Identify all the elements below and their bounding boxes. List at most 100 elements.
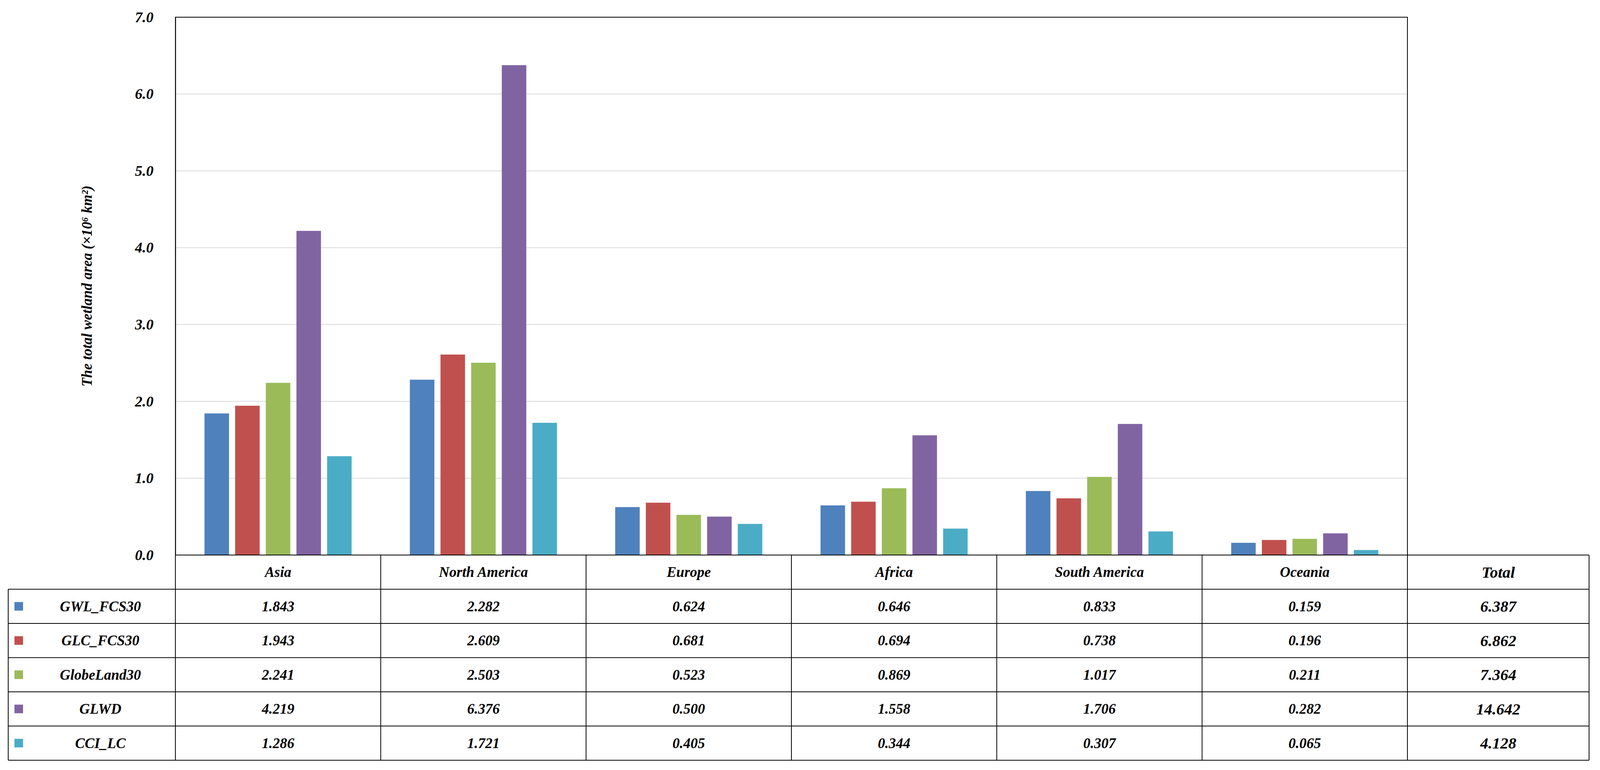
table-value: 1.843: [261, 598, 295, 615]
table-border: [8, 622, 1590, 624]
category-label: Europe: [666, 563, 711, 580]
bar: [912, 435, 938, 555]
grid-line: [175, 400, 1408, 402]
legend-swatch: [14, 669, 24, 679]
table-border: [585, 554, 587, 760]
y-tick: 5.0: [135, 162, 176, 179]
bar: [501, 65, 527, 555]
table-border: [1201, 554, 1203, 760]
grid-line: [175, 477, 1408, 479]
bar: [1025, 490, 1051, 555]
bar: [707, 516, 732, 555]
legend-label: CCI_LC: [75, 734, 127, 751]
bar: [942, 528, 968, 555]
bar: [820, 505, 846, 555]
bar: [235, 405, 260, 555]
bar: [1231, 542, 1256, 555]
legend-swatch: [14, 704, 24, 713]
y-tick-label: 4.0: [134, 239, 154, 256]
grid-line: [175, 170, 1408, 172]
table-value: 2.609: [466, 632, 500, 649]
y-tick-label: 7.0: [135, 8, 154, 26]
table-value: 1.706: [1083, 700, 1117, 717]
table-total: 7.364: [1480, 665, 1517, 684]
grid-line: [175, 93, 1408, 95]
bar: [1087, 476, 1112, 555]
table-value: 0.694: [877, 632, 911, 649]
table-value: 0.500: [672, 700, 706, 717]
y-tick: 7.0: [135, 8, 176, 26]
bar-series: [326, 422, 1379, 555]
table-value: 1.558: [877, 700, 911, 717]
bar: [1056, 498, 1082, 555]
table-value: 0.624: [672, 598, 706, 615]
table-value: 1.017: [1083, 666, 1117, 683]
legend-label: GlobeLand30: [59, 666, 142, 683]
legend-swatch: [14, 601, 24, 611]
table-border: [8, 691, 1590, 692]
table-value: 0.344: [877, 734, 911, 751]
table-value: 0.307: [1083, 734, 1117, 751]
total-header: Total: [1481, 562, 1516, 581]
table-border: [996, 554, 998, 760]
table-border: [175, 554, 1590, 556]
table-value: 0.065: [1288, 734, 1322, 751]
table-value: 2.282: [466, 598, 500, 615]
bar: [1117, 423, 1143, 555]
table-border: [791, 554, 792, 760]
table-value: 4.219: [261, 700, 295, 717]
y-tick: 4.0: [134, 239, 176, 256]
bar: [615, 506, 640, 555]
legend-swatch: [14, 738, 24, 747]
y-tick: 6.0: [135, 85, 176, 102]
bar-series: [296, 65, 1348, 555]
table-border: [8, 759, 1590, 761]
bar: [1148, 531, 1174, 555]
category-label: North America: [438, 563, 529, 580]
grid: [175, 17, 1408, 555]
bars: [204, 65, 1379, 555]
y-tick-label: 2.0: [134, 392, 154, 410]
bar: [851, 501, 876, 555]
bar: [881, 487, 907, 555]
y-tick-label: 0.0: [135, 546, 154, 563]
bar: [265, 382, 291, 555]
bar: [676, 514, 702, 555]
category-label: South America: [1055, 563, 1145, 580]
table-value: 0.869: [877, 666, 911, 683]
table-border: [8, 588, 1590, 590]
legend-label: GWL_FCS30: [59, 598, 142, 615]
table-value: 1.943: [261, 632, 295, 649]
bar: [409, 379, 435, 555]
bar: [471, 362, 496, 555]
y-axis: 0.01.02.03.04.05.06.07.0: [134, 8, 176, 563]
category-label: Africa: [874, 563, 914, 580]
table-value: 0.833: [1083, 598, 1116, 615]
y-tick: 0.0: [135, 546, 176, 563]
grid-line: [175, 323, 1408, 325]
table-border: [1407, 554, 1408, 760]
y-tick-label: 5.0: [135, 162, 154, 179]
y-tick: 2.0: [134, 392, 176, 410]
table-total: 6.862: [1480, 631, 1517, 650]
table-value: 0.159: [1288, 598, 1322, 615]
bar: [1323, 533, 1348, 555]
table-value: 0.738: [1083, 632, 1116, 649]
table-value: 0.646: [877, 598, 911, 615]
chart: 0.01.02.03.04.05.06.07.0The total wetlan…: [0, 0, 1600, 770]
bar: [1353, 549, 1379, 555]
bar-series: [235, 354, 1287, 555]
table-total: 6.387: [1480, 596, 1517, 615]
legend-label: GLC_FCS30: [61, 632, 140, 649]
table-border: [380, 554, 382, 760]
table-total: 4.128: [1479, 733, 1517, 752]
table-value: 1.721: [467, 734, 500, 751]
plot-frame: [175, 17, 1408, 555]
y-axis-title: The total wetland area (×10⁶ km²): [78, 185, 96, 387]
legend-swatch: [14, 635, 24, 645]
table-border: [1588, 554, 1590, 760]
category-label: Asia: [264, 563, 292, 580]
table-value: 0.523: [672, 666, 706, 683]
y-tick: 3.0: [134, 316, 176, 333]
table-border: [175, 554, 176, 760]
